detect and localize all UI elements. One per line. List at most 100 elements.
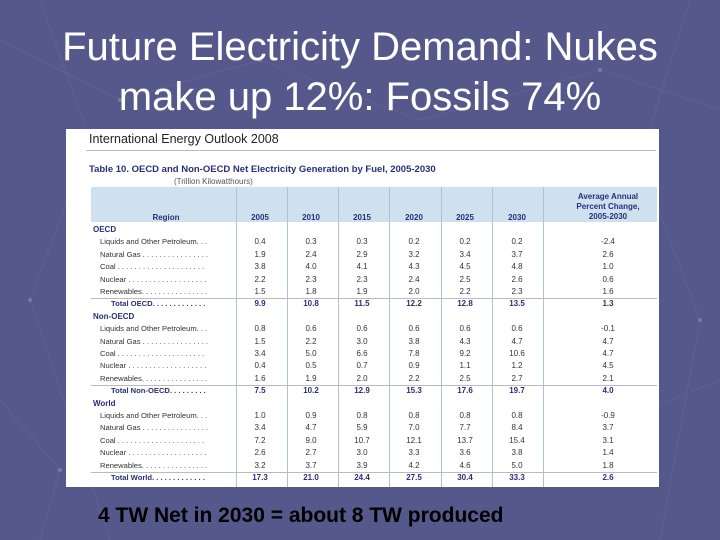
- table-cell: 4.1: [356, 262, 368, 272]
- column-header-2005: 2005: [251, 213, 269, 222]
- table-cell: 8.4: [511, 423, 523, 433]
- table-cell: 9.9: [254, 299, 266, 309]
- column-header-2010: 2010: [302, 213, 320, 222]
- table-subtitle: (Trillion Kilowatthours): [174, 177, 253, 186]
- table-cell: 1.1: [459, 361, 471, 371]
- table-cell: 3.0: [356, 336, 368, 346]
- row-label: Coal . . . . . . . . . . . . . . . . . .…: [100, 262, 205, 272]
- table-cell: 1.3: [602, 299, 614, 309]
- table-cell: 0.6: [356, 324, 368, 334]
- table-cell: 7.8: [408, 349, 420, 358]
- table-cell: 1.0: [602, 262, 614, 272]
- table-cell: 3.4: [254, 349, 266, 358]
- total-divider: [91, 472, 657, 473]
- section-header: OECD: [93, 225, 117, 234]
- table-cell: 1.9: [356, 287, 368, 296]
- table-cell: 5.9: [356, 423, 368, 433]
- row-label: Renewables. . . . . . . . . . . . . . . …: [100, 460, 208, 470]
- table-cell: 6.6: [356, 349, 368, 358]
- table-cell: 11.5: [354, 299, 370, 309]
- table-cell: 5.0: [305, 349, 317, 358]
- table-cell: 2.1: [602, 373, 614, 383]
- report-header: International Energy Outlook 2008: [89, 132, 279, 146]
- table-cell: 24.4: [354, 473, 370, 482]
- table-cell: 2.6: [511, 274, 523, 284]
- table-cell: 2.7: [305, 448, 317, 458]
- row-label: Liquids and Other Petroleum. . .: [100, 324, 208, 334]
- table-cell: -2.4: [601, 237, 615, 247]
- percent-change-line-2: Percent Change,: [576, 202, 640, 211]
- row-label: Coal . . . . . . . . . . . . . . . . . .…: [100, 349, 205, 358]
- table-cell: 3.4: [459, 249, 471, 259]
- table-cell: 0.3: [356, 237, 368, 247]
- table-cell: 12.2: [406, 299, 422, 309]
- table-header-band: [91, 187, 657, 222]
- table-cell: 10.2: [303, 386, 319, 396]
- table-cell: 7.5: [254, 386, 266, 396]
- column-rule: [441, 187, 442, 487]
- table-cell: 19.7: [509, 386, 525, 396]
- total-divider: [91, 385, 657, 387]
- table-cell: 33.3: [509, 473, 525, 482]
- table-cell: 1.8: [305, 287, 317, 296]
- table-cell: 4.0: [602, 386, 614, 396]
- table-cell: 2.3: [511, 287, 523, 296]
- table-cell: 1.0: [254, 411, 266, 420]
- table-cell: 3.7: [305, 460, 317, 470]
- table-cell: 4.8: [511, 262, 523, 272]
- table-cell: 9.2: [459, 349, 471, 358]
- table-cell: 4.2: [408, 460, 420, 470]
- table-cell: 2.0: [408, 287, 420, 296]
- table-cell: 0.6: [305, 324, 317, 334]
- table-cell: 15.4: [509, 435, 525, 445]
- table-cell: 10.8: [303, 299, 319, 309]
- table-cell: 0.6: [459, 324, 471, 334]
- row-label: Coal . . . . . . . . . . . . . . . . . .…: [100, 435, 205, 445]
- column-header-2025: 2025: [456, 213, 474, 222]
- table-cell: 2.6: [602, 473, 614, 482]
- table-cell: 4.0: [305, 262, 317, 272]
- table-cell: 0.8: [511, 411, 523, 420]
- row-label: Renewables. . . . . . . . . . . . . . . …: [100, 287, 208, 296]
- table-cell: 4.7: [602, 336, 614, 346]
- row-label: Liquids and Other Petroleum. . .: [100, 237, 208, 247]
- table-cell: 0.2: [408, 237, 420, 247]
- total-row-label: Total World. . . . . . . . . . . . .: [111, 473, 205, 482]
- table-cell: 2.3: [356, 274, 368, 284]
- row-label: Liquids and Other Petroleum. . .: [100, 411, 208, 420]
- table-cell: 3.0: [356, 448, 368, 458]
- table-cell: 3.7: [511, 249, 523, 259]
- row-label: Natural Gas . . . . . . . . . . . . . . …: [100, 423, 209, 433]
- table-cell: 15.3: [406, 386, 422, 396]
- slide-title: Future Electricity Demand: Nukes make up…: [62, 25, 658, 119]
- column-header-percent-change: Average Annual Percent Change, 2005-2030: [558, 192, 658, 222]
- table-cell: -0.1: [601, 324, 615, 334]
- total-row-label: Total Non-OECD. . . . . . . . .: [111, 386, 206, 396]
- table-cell: 13.5: [509, 299, 525, 309]
- table-cell: 2.7: [511, 373, 523, 383]
- table-cell: 3.2: [408, 249, 420, 259]
- table-cell: 2.9: [356, 249, 368, 259]
- column-rule: [338, 187, 339, 487]
- table-cell: 1.9: [254, 249, 266, 259]
- table-cell: 0.8: [254, 324, 266, 334]
- table-cell: 4.6: [459, 460, 471, 470]
- table-cell: 2.2: [305, 336, 317, 346]
- table-cell: 1.4: [602, 448, 614, 458]
- table-cell: 17.6: [457, 386, 473, 396]
- table-cell: 5.0: [511, 460, 523, 470]
- table-cell: 2.4: [305, 249, 317, 259]
- table-cell: 1.8: [602, 460, 614, 470]
- table-cell: 7.0: [408, 423, 420, 433]
- table-cell: 0.6: [408, 324, 420, 334]
- table-cell: 0.9: [305, 411, 317, 420]
- column-header-2030: 2030: [508, 213, 526, 222]
- table-cell: 3.6: [459, 448, 471, 458]
- column-rule: [389, 187, 390, 487]
- table-cell: 2.5: [459, 373, 471, 383]
- row-label: Nuclear . . . . . . . . . . . . . . . . …: [100, 361, 207, 371]
- table-cell: 0.8: [459, 411, 471, 420]
- table-cell: 0.2: [511, 237, 523, 247]
- table-cell: 7.7: [459, 423, 471, 433]
- table-cell: 0.6: [602, 274, 614, 284]
